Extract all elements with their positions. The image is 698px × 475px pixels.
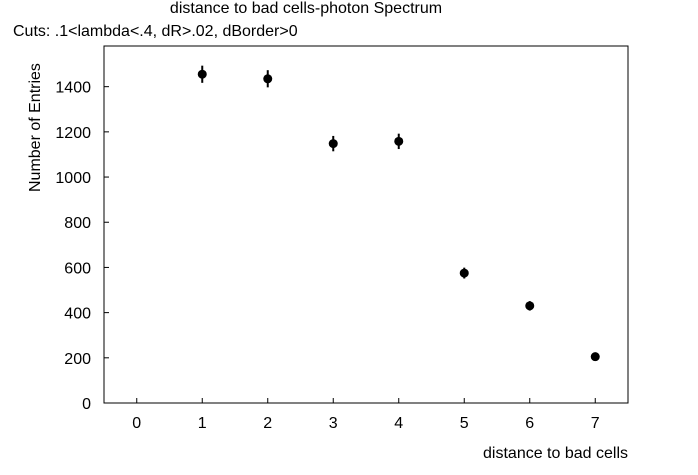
y-axis-label: Number of Entries xyxy=(27,63,44,192)
chart-title: distance to bad cells-photon Spectrum xyxy=(169,0,443,17)
y-tick-label: 800 xyxy=(64,215,91,232)
data-series xyxy=(197,65,600,362)
plot-frame xyxy=(103,45,629,404)
x-tick-label: 4 xyxy=(394,415,403,432)
y-tick-label: 200 xyxy=(64,351,91,368)
data-point xyxy=(328,139,338,149)
data-point xyxy=(459,268,469,278)
y-tick-label: 0 xyxy=(82,396,91,413)
chart-subtitle: Cuts: .1<lambda<.4, dR>.02, dBorder>0 xyxy=(13,23,298,40)
data-point xyxy=(263,74,273,84)
x-tick-label: 5 xyxy=(460,415,469,432)
y-tick-label: 1200 xyxy=(55,125,91,142)
y-tick-label: 600 xyxy=(64,260,91,277)
x-tick-label: 0 xyxy=(132,415,141,432)
x-tick-label: 2 xyxy=(263,415,272,432)
y-tick-label: 400 xyxy=(64,306,91,323)
y-tick-label: 1000 xyxy=(55,170,91,187)
y-axis: 0 200 400 600 800 1000 1200 1400 xyxy=(55,80,109,413)
data-point xyxy=(394,136,404,146)
data-point xyxy=(525,301,535,311)
x-tick-label: 7 xyxy=(591,415,600,432)
y-tick-label: 1400 xyxy=(55,80,91,97)
x-tick-label: 1 xyxy=(198,415,207,432)
data-point xyxy=(590,352,600,362)
x-axis-label: distance to bad cells xyxy=(483,445,628,462)
x-tick-label: 3 xyxy=(329,415,338,432)
x-tick-label: 6 xyxy=(525,415,534,432)
x-axis: 0 1 2 3 4 5 6 7 xyxy=(132,398,600,432)
data-point xyxy=(197,69,207,79)
